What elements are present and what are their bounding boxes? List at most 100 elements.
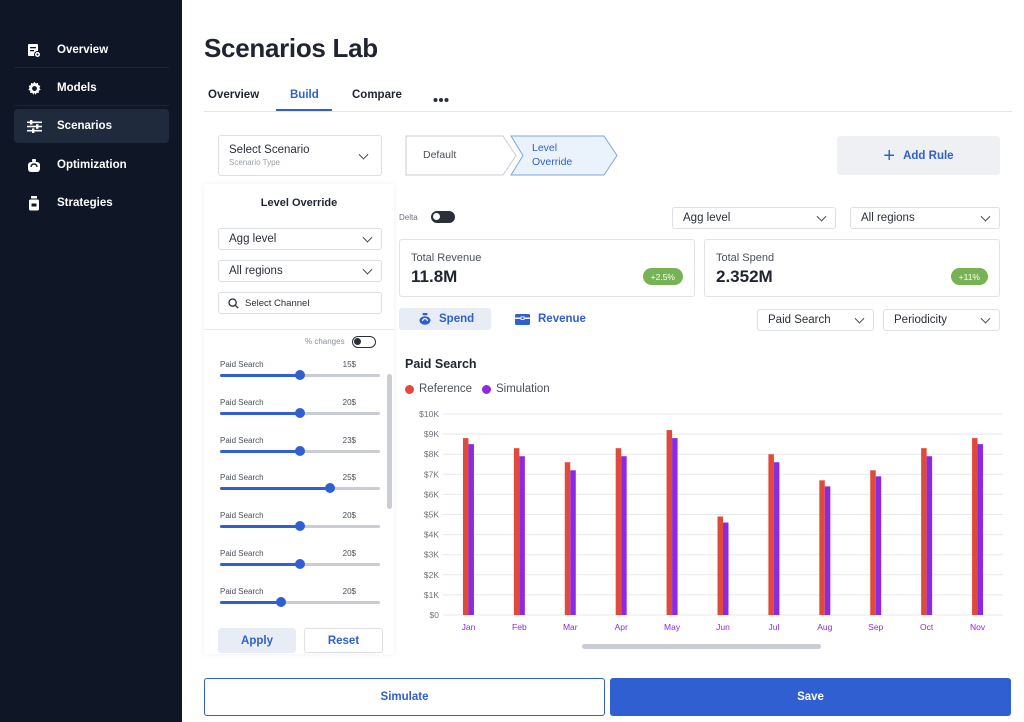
sidebar-divider (14, 67, 169, 68)
tab-overview[interactable]: Overview (208, 89, 260, 101)
delta-toggle[interactable] (431, 211, 455, 223)
tabs-divider (204, 111, 1012, 112)
chart-horizontal-scrollbar[interactable] (582, 644, 821, 649)
pct-changes-toggle[interactable] (352, 336, 376, 348)
bar-simulation-mar[interactable] (570, 470, 576, 615)
chevron-down-icon (816, 211, 827, 222)
apply-button[interactable]: Apply (218, 628, 296, 653)
more-horizontal-icon[interactable] (433, 91, 449, 109)
bar-reference-apr[interactable] (615, 448, 622, 615)
regions-select[interactable]: All regions (218, 260, 382, 282)
step-default[interactable]: Default (405, 135, 517, 176)
sidebar-item-models[interactable]: Models (14, 71, 169, 105)
legend-item-simulation[interactable]: Simulation (482, 383, 550, 395)
bar-simulation-nov[interactable] (977, 444, 984, 615)
scenario-select[interactable]: Select Scenario Scenario Type (218, 135, 382, 176)
periodicity-filter[interactable]: Periodicity (883, 309, 1000, 331)
bar-simulation-oct[interactable] (926, 456, 933, 615)
slider-label: Paid Search (220, 398, 264, 407)
subtab-revenue[interactable]: Revenue (515, 308, 586, 330)
sidebar-divider (14, 105, 169, 106)
x-tick-label: Jan (462, 622, 476, 632)
legend-swatch (405, 384, 414, 394)
bar-reference-jul[interactable] (768, 454, 774, 615)
bar-reference-jan[interactable] (462, 438, 469, 615)
delta-label: Delta (399, 213, 418, 222)
bar-simulation-jan[interactable] (468, 444, 474, 615)
bar-reference-feb[interactable] (513, 448, 520, 615)
bar-simulation-apr[interactable] (621, 456, 627, 615)
agg-level-filter[interactable]: Agg level (672, 207, 836, 229)
bar-simulation-aug[interactable] (824, 486, 831, 615)
channel-filter-value: Paid Search (768, 314, 831, 326)
subtab-spend[interactable]: Spend (399, 308, 491, 330)
kpi-value: 2.352M (716, 267, 773, 286)
y-tick-label: $7K (424, 469, 439, 479)
sidebar-item-overview[interactable]: Overview (14, 33, 169, 67)
x-tick-label: Mar (563, 622, 578, 632)
simulate-button[interactable]: Simulate (204, 678, 605, 716)
y-tick-label: $8K (424, 449, 439, 459)
bar-reference-mar[interactable] (564, 462, 571, 615)
sidebar-item-scenarios[interactable]: Scenarios (14, 109, 169, 143)
slider-fill (220, 450, 300, 453)
bar-simulation-jun[interactable] (723, 522, 729, 615)
chevron-down-icon (362, 232, 373, 243)
pct-changes-label: % changes (305, 337, 345, 346)
reset-button[interactable]: Reset (304, 628, 383, 653)
slider-thumb[interactable] (295, 521, 305, 531)
step-level-override-line2: Override (532, 156, 573, 168)
x-tick-label: Jun (716, 622, 730, 632)
panel-scrollbar[interactable] (387, 374, 392, 509)
save-button[interactable]: Save (610, 678, 1011, 716)
bar-simulation-sep[interactable] (875, 476, 882, 615)
bar-reference-may[interactable] (666, 430, 673, 615)
x-tick-label: Nov (970, 622, 986, 632)
slider-thumb[interactable] (275, 597, 286, 607)
slider-thumb[interactable] (295, 370, 305, 380)
step-level-override[interactable]: Level Override (510, 135, 618, 176)
channel-slider[interactable]: Paid Search 20$ (220, 511, 380, 541)
slider-fill (220, 487, 331, 490)
agg-level-select[interactable]: Agg level (218, 228, 382, 250)
slider-fill (220, 563, 300, 566)
channel-slider[interactable]: Paid Search 20$ (220, 587, 380, 617)
x-tick-label: Jul (768, 622, 779, 632)
slider-label: Paid Search (220, 549, 264, 558)
sidebar-item-optimization[interactable]: Optimization (14, 148, 169, 182)
slider-thumb[interactable] (325, 483, 336, 493)
y-tick-label: $1K (424, 590, 439, 600)
channel-search-input[interactable]: Select Channel (218, 292, 382, 314)
legend-item-reference[interactable]: Reference (405, 383, 472, 395)
channel-slider[interactable]: Paid Search 15$ (220, 360, 380, 390)
tab-compare[interactable]: Compare (352, 89, 402, 101)
sidebar-item-label: Optimization (57, 159, 127, 171)
bar-reference-jun[interactable] (717, 516, 724, 615)
bar-simulation-may[interactable] (672, 438, 678, 615)
channel-slider[interactable]: Paid Search 23$ (220, 436, 380, 466)
bar-reference-sep[interactable] (870, 470, 876, 615)
slider-label: Paid Search (220, 587, 264, 596)
bar-reference-oct[interactable] (921, 448, 927, 615)
tab-build[interactable]: Build (290, 89, 319, 101)
channel-slider[interactable]: Paid Search 20$ (220, 549, 380, 579)
bar-simulation-feb[interactable] (519, 456, 525, 615)
kpi-label: Total Revenue (411, 252, 482, 264)
bar-reference-aug[interactable] (819, 480, 825, 615)
bar-reference-nov[interactable] (972, 438, 978, 615)
regions-filter[interactable]: All regions (850, 207, 1000, 229)
channel-filter[interactable]: Paid Search (757, 309, 874, 331)
channel-slider[interactable]: Paid Search 20$ (220, 398, 380, 428)
slider-track[interactable] (220, 601, 380, 604)
slider-label: Paid Search (220, 473, 264, 482)
slider-thumb[interactable] (295, 559, 305, 569)
sidebar-item-strategies[interactable]: Strategies (14, 186, 169, 220)
bar-simulation-jul[interactable] (773, 462, 780, 615)
slider-thumb[interactable] (295, 446, 305, 456)
y-tick-label: $6K (424, 489, 439, 499)
y-tick-label: $5K (424, 510, 439, 520)
channel-slider[interactable]: Paid Search 25$ (220, 473, 380, 503)
chevron-down-icon (980, 313, 991, 324)
add-rule-button[interactable]: + Add Rule (837, 136, 1000, 175)
slider-thumb[interactable] (295, 408, 305, 418)
